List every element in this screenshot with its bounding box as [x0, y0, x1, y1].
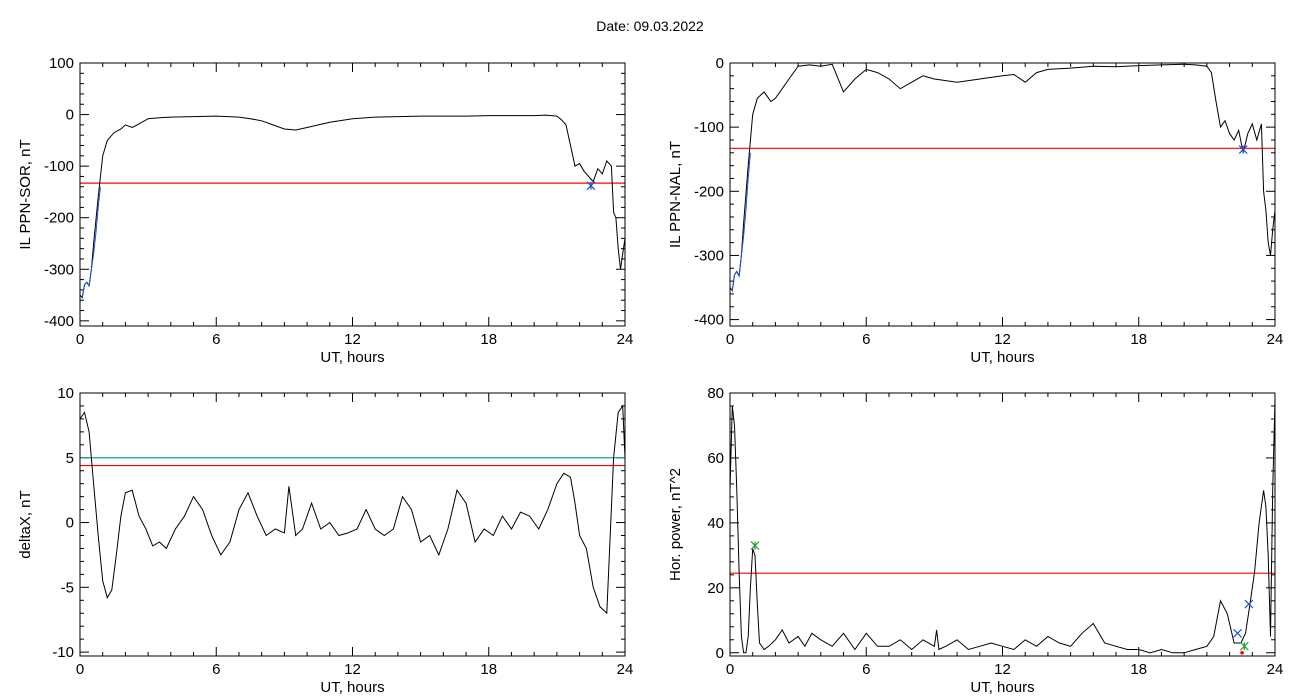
y-axis-label: IL PPN-NAL, nT	[667, 141, 684, 248]
plot-frame	[729, 62, 1276, 327]
x-tick-label: 6	[862, 331, 870, 348]
plot-frame	[79, 62, 626, 327]
x-tick-label: 18	[1130, 331, 1147, 348]
series-line-0	[730, 63, 1275, 293]
y-tick-label: -400	[694, 312, 724, 329]
chart-panel-deltax: 0 6 12 18 24 10 5 0 -5 -10 UT, hours deltaX, nT	[17, 385, 633, 696]
chart-panel-sor: 0 6 12 18 24 100 0 -100 -200 -300 -400 UT, hours IL …	[17, 55, 633, 366]
y-tick-label: 20	[707, 580, 724, 597]
x-tick-label: 6	[212, 661, 220, 678]
y-tick-label: -10	[52, 644, 74, 661]
plot-frame	[79, 392, 626, 657]
y-tick-label: -200	[44, 210, 74, 227]
x-tick-label: 0	[726, 661, 734, 678]
y-tick-label: -400	[44, 313, 74, 330]
series-line-0	[80, 404, 625, 615]
x-tick-label: 6	[212, 331, 220, 348]
y-tick-label: 5	[66, 450, 74, 467]
chart-panel-nal: 0 6 12 18 24 0 -100 -200 -300 -400 UT, hours IL PPN…	[667, 55, 1283, 366]
y-tick-label: 0	[66, 107, 74, 124]
marker-0	[750, 541, 760, 551]
plot-frame	[729, 392, 1276, 657]
marker-1	[1233, 628, 1242, 638]
y-tick-label: 0	[66, 515, 74, 532]
x-tick-label: 6	[862, 661, 870, 678]
y-axis-label: IL PPN-SOR, nT	[17, 139, 34, 249]
series-line-0	[80, 114, 625, 299]
x-axis-label: UT, hours	[320, 349, 384, 366]
page-title: Date: 09.03.2022	[596, 18, 704, 34]
y-tick-label: 0	[716, 645, 724, 662]
x-tick-label: 24	[1267, 331, 1284, 348]
x-tick-label: 24	[617, 661, 634, 678]
x-tick-label: 12	[344, 331, 361, 348]
x-tick-label: 12	[994, 661, 1011, 678]
series-line-1	[731, 152, 751, 291]
x-tick-label: 0	[726, 331, 734, 348]
y-tick-label: 80	[707, 385, 724, 402]
y-tick-label: -5	[61, 579, 74, 596]
x-axis-label: UT, hours	[320, 679, 384, 696]
marker-4	[1240, 650, 1244, 655]
series-line-1	[81, 186, 101, 298]
y-tick-label: 0	[716, 55, 724, 72]
x-tick-label: 24	[617, 331, 634, 348]
y-axis-label: Hor. power, nT^2	[667, 468, 684, 581]
series-line-0	[730, 399, 1275, 654]
y-tick-label: 60	[707, 450, 724, 467]
chart-panel-power: 0 6 12 18 24 80 60 40 20 0 UT, hours Hor. power, nT…	[667, 385, 1283, 696]
y-tick-label: -300	[44, 261, 74, 278]
x-tick-label: 18	[480, 661, 497, 678]
marker-2	[1239, 641, 1249, 651]
y-tick-label: 10	[57, 385, 74, 402]
y-tick-label: -300	[694, 247, 724, 264]
y-axis-label: deltaX, nT	[17, 490, 34, 558]
y-tick-label: -100	[44, 158, 74, 175]
x-tick-label: 12	[344, 661, 361, 678]
y-tick-label: 100	[49, 55, 74, 72]
y-tick-label: -200	[694, 183, 724, 200]
marker-3	[1244, 599, 1254, 609]
y-tick-label: 40	[707, 515, 724, 532]
x-axis-label: UT, hours	[970, 679, 1034, 696]
marker-0	[586, 181, 596, 191]
x-tick-label: 18	[480, 331, 497, 348]
x-tick-label: 24	[1267, 661, 1284, 678]
x-tick-label: 12	[994, 331, 1011, 348]
x-tick-label: 0	[76, 661, 84, 678]
x-axis-label: UT, hours	[970, 349, 1034, 366]
x-tick-label: 0	[76, 331, 84, 348]
y-tick-label: -100	[694, 119, 724, 136]
marker-0	[1238, 145, 1248, 155]
x-tick-label: 18	[1130, 661, 1147, 678]
